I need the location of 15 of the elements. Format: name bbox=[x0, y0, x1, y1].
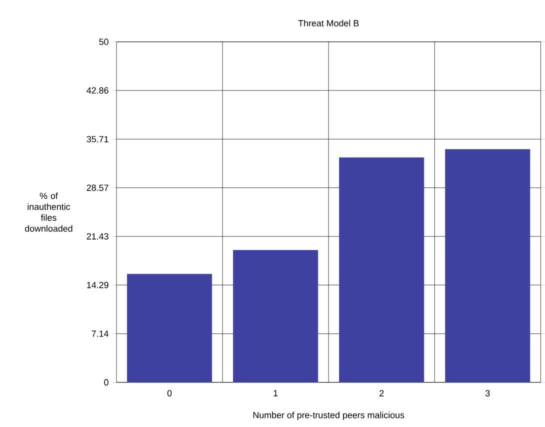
y-tick-label: 28.57 bbox=[86, 184, 108, 191]
y-tick-label: 35.71 bbox=[86, 136, 108, 142]
y-tick-label: 0 bbox=[104, 379, 108, 386]
y-tick-label: 14.29 bbox=[87, 282, 108, 288]
x-axis-title: Number of pre-trusted peers malicious bbox=[253, 412, 404, 420]
y-tick-label: 50 bbox=[99, 38, 108, 45]
y-tick-label: 21.43 bbox=[86, 233, 108, 240]
x-tick-label: 1 bbox=[274, 390, 278, 396]
y-tick-label: 42.86 bbox=[86, 87, 108, 94]
x-tick-label: 2 bbox=[380, 390, 384, 396]
y-axis-title: % of inauthentic files downloaded bbox=[25, 192, 72, 232]
chart-title: Threat Model B bbox=[298, 20, 359, 26]
x-tick-label: 3 bbox=[486, 390, 490, 396]
y-tick-label: 7.14 bbox=[92, 330, 108, 337]
x-tick-label: 0 bbox=[167, 390, 172, 396]
